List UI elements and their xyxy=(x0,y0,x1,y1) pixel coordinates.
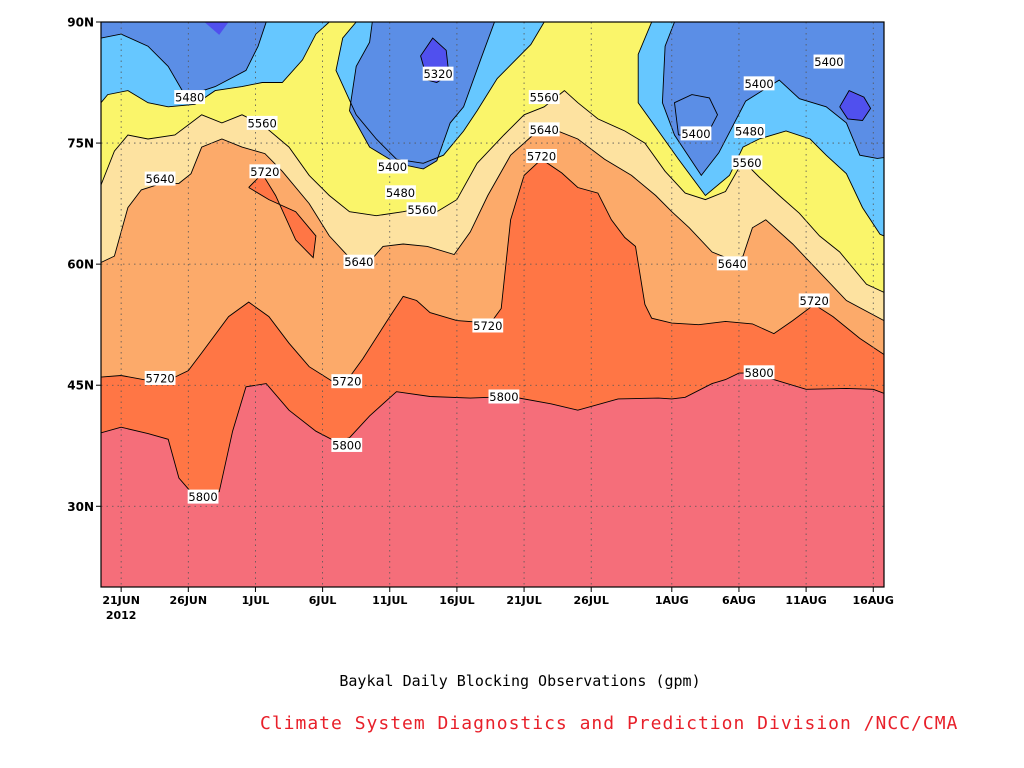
contour-label-bg-12 xyxy=(528,122,560,137)
ytick-label-1: 45N xyxy=(67,379,94,393)
contour-label-bg-14 xyxy=(246,115,278,130)
contour-label-bg-11 xyxy=(343,254,375,269)
band-5320-5400-a xyxy=(101,22,267,97)
contour-label-bg-24 xyxy=(813,54,845,69)
contour-label-13: 5640 xyxy=(718,257,747,271)
contour-label-14: 5560 xyxy=(248,116,277,130)
contour-label-22: 5400 xyxy=(681,127,710,141)
band-5320-5400-d xyxy=(674,94,718,135)
contour-label-bg-3 xyxy=(743,365,775,380)
contour-chart: 5800 5800 5800 5800 5720 5720 5720 5720 5720 5720… xyxy=(67,16,894,623)
contour-label-bg-13 xyxy=(716,256,748,271)
contour-5400_b xyxy=(349,22,495,170)
band-lt-5320-b xyxy=(839,90,871,121)
contour-label-4: 5720 xyxy=(145,371,174,385)
contour-label-6: 5720 xyxy=(473,319,502,333)
ytick-label-2: 60N xyxy=(67,258,94,272)
plot-frame xyxy=(100,21,885,588)
contour-label-bg-7 xyxy=(526,148,557,163)
contour-label-7: 5720 xyxy=(527,149,556,163)
contour-label-18: 5480 xyxy=(175,91,204,105)
island-5720 xyxy=(248,173,316,258)
contour-label-20: 5480 xyxy=(735,124,764,138)
contour-label-1: 5800 xyxy=(332,438,361,452)
band-gt-5800 xyxy=(101,373,884,587)
contour-label-24: 5400 xyxy=(814,55,843,69)
contour-label-bg-15 xyxy=(406,202,438,217)
band-5320-5400-b xyxy=(349,22,495,169)
contour-label-25: 5320 xyxy=(423,67,452,81)
xtick-label-5: 16JUL xyxy=(439,594,474,607)
contour-label-bg-6 xyxy=(472,318,504,333)
xtick-label-1: 26JUN xyxy=(170,594,208,607)
contour-5720_island xyxy=(248,172,317,259)
xtick-label-8: 1AUG xyxy=(655,594,689,607)
contour-5560 xyxy=(101,90,884,293)
contour-label-9: 5720 xyxy=(250,165,279,179)
xtick-label-4: 11JUL xyxy=(372,594,407,607)
contour-label-bg-22 xyxy=(680,126,712,141)
contour-label-bg-17 xyxy=(731,155,763,170)
xtick-label-0: 21JUN xyxy=(102,594,140,607)
contour-label-bg-16 xyxy=(528,90,560,105)
contour-label-11: 5640 xyxy=(344,255,373,269)
contour-label-5: 5720 xyxy=(332,375,361,389)
xtick-label-7: 26JUL xyxy=(574,594,609,607)
xtick-label-9: 6AUG xyxy=(722,594,756,607)
band-lt-5320-c xyxy=(204,22,229,35)
contour-5480 xyxy=(101,22,330,108)
ytick-label-0: 30N xyxy=(67,500,94,514)
contour-label-bg-18 xyxy=(174,90,206,105)
contour-fills xyxy=(101,22,884,587)
contour-label-bg-1 xyxy=(331,437,363,452)
contour-5400_c xyxy=(661,22,884,177)
contour-label-23: 5400 xyxy=(744,77,773,91)
contour-label-2: 5800 xyxy=(489,390,518,404)
contour-label-16: 5560 xyxy=(530,91,559,105)
contour-5320_b xyxy=(839,90,872,121)
contour-label-bg-4 xyxy=(144,370,176,385)
contour-label-12: 5640 xyxy=(530,123,559,137)
contour-lines xyxy=(101,22,884,498)
xtick-label-10: 11AUG xyxy=(785,594,826,607)
xtick-label-11: 16AUG xyxy=(853,594,894,607)
contour-5480_b xyxy=(335,22,545,164)
contour-5720 xyxy=(101,158,884,385)
credit-line: Climate System Diagnostics and Predictio… xyxy=(260,713,959,734)
contour-label-bg-25 xyxy=(422,66,454,81)
xtick-label-6: 21JUL xyxy=(506,594,541,607)
contour-label-21: 5400 xyxy=(378,160,407,174)
contour-label-3: 5800 xyxy=(744,366,773,380)
ytick-label-4: 90N xyxy=(67,16,94,30)
contour-label-bg-19 xyxy=(385,185,416,200)
plot-caption: Baykal Daily Blocking Observations (gpm) xyxy=(339,672,701,690)
contour-label-19: 5480 xyxy=(386,186,415,200)
xtick-label-2: 1JUL xyxy=(242,594,270,607)
grid xyxy=(101,22,884,587)
x-axis: 21JUN 26JUN 1JUL 6JUL 11JUL 16JUL 21JUL 26JUL 1A… xyxy=(102,587,894,622)
contour-label-bg-5 xyxy=(331,374,363,389)
contour-label-bg-2 xyxy=(488,389,520,404)
contour-label-bg-8 xyxy=(798,293,830,308)
contour-5320 xyxy=(420,37,450,83)
xaxis-year-label: 2012 xyxy=(106,609,137,622)
ytick-label-3: 75N xyxy=(67,137,94,151)
contour-label-0: 5800 xyxy=(188,490,217,504)
contour-label-15: 5560 xyxy=(407,203,436,217)
contour-label-10: 5640 xyxy=(145,172,174,186)
contour-label-8: 5720 xyxy=(800,294,829,308)
contour-label-bg-0 xyxy=(187,489,219,504)
contour-label-bg-21 xyxy=(377,159,408,174)
contour-label-bg-9 xyxy=(249,164,281,179)
y-axis: 30N 45N 60N 75N 90N xyxy=(67,16,101,514)
contour-label-bg-10 xyxy=(144,171,176,186)
contour-labels: 5800 5800 5800 5800 5720 5720 5720 5720 5720 5720… xyxy=(144,54,845,504)
contour-label-bg-23 xyxy=(743,76,775,91)
xtick-label-3: 6JUL xyxy=(309,594,337,607)
contour-label-bg-20 xyxy=(734,123,766,138)
contour-label-17: 5560 xyxy=(732,156,761,170)
